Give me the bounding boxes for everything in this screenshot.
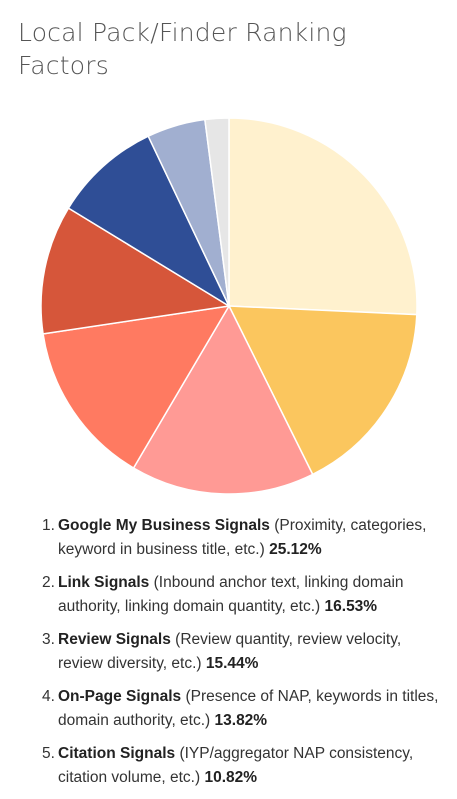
list-item-description: (IYP/aggregator NAP consistency, citatio…	[58, 745, 414, 786]
list-item-percentage: 10.82%	[204, 769, 258, 786]
list-item-name: On-Page Signals	[58, 688, 182, 705]
list-item-number: 2.	[42, 574, 55, 591]
list-item-name: Citation Signals	[58, 745, 176, 762]
list-item-description: (Review quantity, review velocity, revie…	[58, 631, 402, 672]
pie-slice-4	[42, 305, 230, 469]
list-item-number: 1.	[42, 517, 55, 534]
pie-slice-6	[67, 135, 230, 307]
list-item-description: (Presence of NAP, keywords in titles, do…	[58, 688, 439, 729]
list-item-percentage: 16.53%	[324, 598, 378, 615]
pie-slice-3	[132, 305, 314, 495]
pie-chart-area	[0, 105, 457, 505]
list-item-number: 3.	[42, 631, 55, 648]
list-item: 2. Link Signals (Inbound anchor text, li…	[0, 571, 457, 619]
chart-title: Local Pack/Finder Ranking Factors	[18, 18, 347, 80]
list-item: 3. Review Signals (Review quantity, revi…	[0, 628, 457, 676]
list-item-percentage: 15.44%	[205, 655, 259, 672]
pie-chart	[40, 117, 418, 495]
list-item: 1. Google My Business Signals (Proximity…	[0, 514, 457, 562]
pie-slice-8	[204, 117, 230, 307]
list-item-name: Link Signals	[58, 574, 150, 591]
list-item-description: (Proximity, categories, keyword in busin…	[58, 517, 427, 558]
pie-slice-5	[40, 207, 230, 335]
list-item-number: 4.	[42, 688, 55, 705]
list-item-number: 5.	[42, 745, 55, 762]
list-item-name: Google My Business Signals	[58, 517, 270, 534]
ranking-factors-list: 1. Google My Business Signals (Proximity…	[0, 514, 457, 799]
list-item: 4. On-Page Signals (Presence of NAP, key…	[0, 685, 457, 733]
list-item-percentage: 13.82%	[214, 712, 268, 729]
list-item: 5. Citation Signals (IYP/aggregator NAP …	[0, 742, 457, 790]
list-item-description: (Inbound anchor text, linking domain aut…	[58, 574, 404, 615]
pie-slice-1	[228, 117, 418, 316]
list-item-name: Review Signals	[58, 631, 171, 648]
list-item-percentage: 25.12%	[269, 541, 322, 558]
pie-slice-2	[228, 305, 418, 476]
